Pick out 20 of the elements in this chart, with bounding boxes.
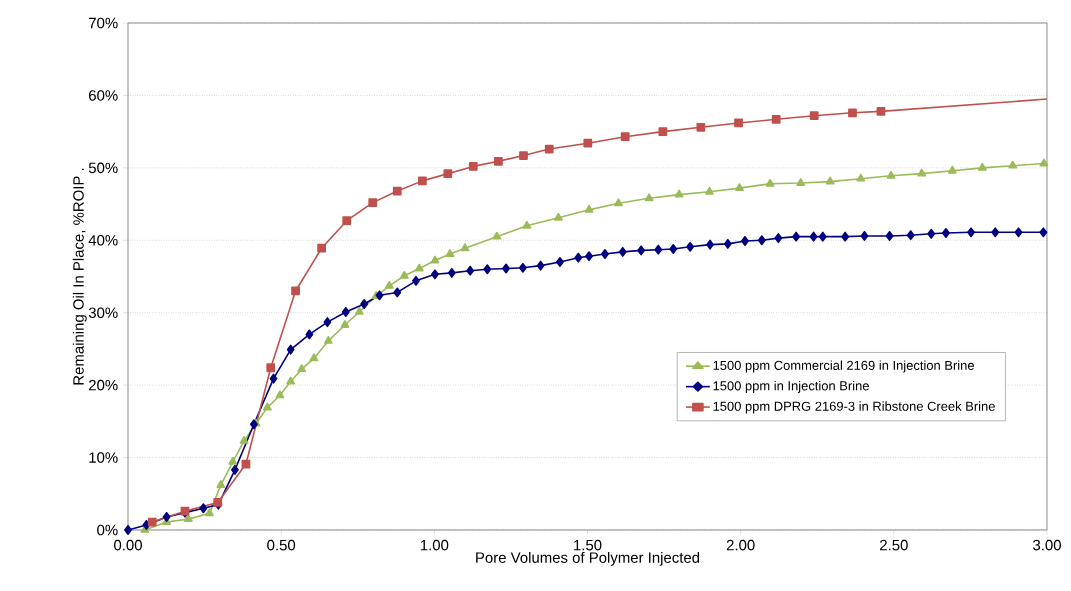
x-tick-label: 1.50 [574,539,602,551]
x-tick-label: 3.00 [1033,539,1061,551]
y-tick-label: 0% [97,524,118,536]
y-axis-title: Remaining Oil In Place, %ROIP . [72,168,87,385]
y-tick-label: 50% [88,162,118,174]
y-tick-label: 30% [88,307,118,318]
legend-label: 1500 ppm DPRG 2169-3 in Ribstone Creek Brine [713,401,995,414]
y-tick-label: 10% [89,452,118,463]
legend-label: 1500 ppm Commercial 2169 in Injection Brine [713,360,974,373]
x-tick-label: 2.00 [726,539,755,551]
y-tick-label: 70% [89,17,118,29]
x-tick-label: 1.00 [420,539,449,551]
y-tick-label: 40% [88,234,118,246]
x-tick-label: 0.50 [267,539,296,551]
legend-label: 1500 ppm in Injection Brine [713,380,869,393]
x-tick-label: 2.50 [880,539,908,551]
y-tick-label: 20% [89,379,118,391]
x-axis-title: Pore Volumes of Polymer Injected [476,551,700,566]
y-tick-label: 60% [89,90,118,101]
x-tick-label: 0.00 [114,539,142,551]
